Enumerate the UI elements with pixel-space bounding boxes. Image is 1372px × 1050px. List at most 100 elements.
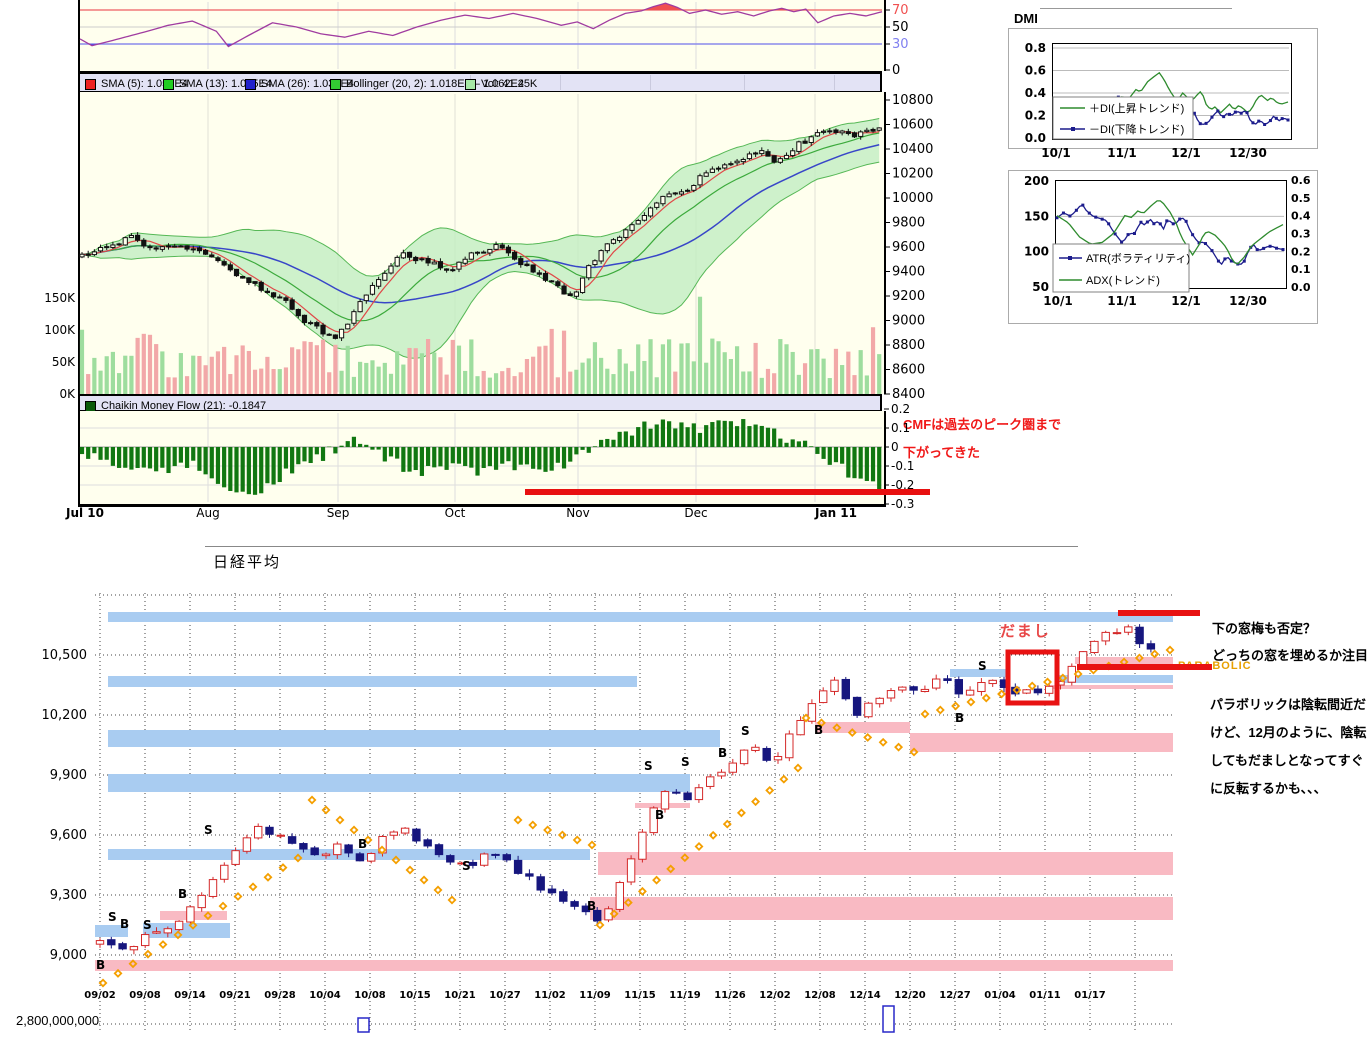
candle-body: [638, 831, 647, 860]
signal-label: B: [955, 711, 964, 725]
price-tick-label: 9000: [892, 314, 925, 329]
candle-body: [943, 678, 952, 681]
candle-body: [604, 908, 613, 921]
sar-dot-icon: [801, 713, 811, 723]
rising-window-band: [95, 925, 128, 937]
sar-dot-icon: [447, 895, 457, 905]
price-tick-label: 8600: [892, 363, 925, 378]
sar-dot-icon: [1012, 685, 1022, 695]
candle-body: [977, 682, 986, 693]
cmf-panel: [78, 411, 886, 507]
sar-dot-icon: [528, 820, 538, 830]
candle-body: [807, 703, 817, 722]
cmf-annotation-line1: CMFは過去のピーク圏まで: [903, 417, 1062, 432]
rising-window-band: [1057, 675, 1173, 683]
sar-dot-icon: [909, 747, 919, 757]
candle-body: [1112, 632, 1122, 635]
sar-dot-icon: [722, 819, 732, 829]
legend-divider: [650, 75, 651, 90]
price-tick-label: 9800: [892, 216, 925, 231]
candle-body: [841, 678, 850, 700]
candle-body: [491, 853, 500, 856]
sar-dot-icon: [637, 886, 647, 896]
cmf-annotation-line2: 下がってきた: [903, 445, 980, 460]
candle-body: [525, 873, 534, 877]
date-axis-label: Jul 10: [65, 506, 104, 520]
volume-axis-label: 2,800,000,000: [16, 1013, 100, 1028]
candle-body: [333, 843, 342, 856]
sar-dot-icon: [1165, 645, 1175, 655]
lower-chart-title: 日経平均: [213, 554, 282, 571]
cmf-legend-label: Chaikin Money Flow (21): -0.1847: [101, 400, 267, 412]
candle-body: [118, 943, 127, 950]
signal-label: B: [178, 887, 187, 901]
candle-body: [502, 854, 512, 861]
date-axis-label: 01/04: [984, 990, 1016, 1001]
signal-label: S: [644, 759, 653, 773]
sar-dot-icon: [816, 718, 826, 728]
sar-dot-icon: [1088, 665, 1098, 675]
candle-body: [1124, 626, 1133, 633]
legend-label: Vol: 41.25K: [481, 78, 538, 90]
falling-window-band: [1075, 657, 1173, 664]
candle-body: [920, 688, 930, 693]
candle-body: [231, 850, 240, 865]
candle-body: [1135, 626, 1144, 645]
frame-line: [1040, 8, 1232, 9]
date-axis-label: 10/08: [354, 990, 386, 1001]
sar-dot-icon: [847, 728, 857, 738]
price-tick-label: 10400: [892, 142, 933, 157]
date-axis-label: 11/09: [579, 990, 611, 1001]
sar-dot-icon: [391, 855, 401, 865]
date-axis-label: Aug: [196, 506, 219, 520]
candle-body: [95, 940, 105, 945]
legend-swatch-icon: [163, 78, 174, 90]
sar-dot-icon: [666, 864, 676, 874]
candle-body: [220, 864, 229, 880]
sar-dot-icon: [293, 853, 303, 863]
window-red-marker-line: [1118, 610, 1200, 616]
candle-body: [513, 859, 523, 874]
sar-dot-icon: [1134, 653, 1144, 663]
price-tick-label: 9400: [892, 265, 925, 280]
candle-body: [830, 679, 839, 692]
candle-body: [1033, 688, 1043, 694]
signal-label: S: [108, 910, 117, 924]
candle-body: [615, 882, 624, 910]
price-tick-label: 10600: [892, 118, 933, 133]
candle-body: [683, 792, 692, 801]
rising-window-band: [108, 849, 590, 860]
price-tick-label: 8800: [892, 338, 925, 353]
candle-body: [186, 906, 195, 923]
sar-dot-icon: [878, 737, 888, 747]
atr-plot-area: [1055, 180, 1287, 289]
candle-body: [988, 679, 997, 685]
candle-body: [1101, 631, 1110, 642]
volume-bar-fragment: [882, 1005, 895, 1033]
cmf-swatch-icon: [85, 400, 96, 412]
section-divider: [205, 546, 1078, 547]
date-axis-label: 09/08: [129, 990, 161, 1001]
date-axis-label: 09/14: [174, 990, 206, 1001]
rsi-panel: [78, 0, 886, 71]
candle-body: [593, 909, 602, 922]
signal-label: B: [96, 958, 105, 972]
candle-body: [694, 787, 704, 801]
signal-label: S: [681, 755, 690, 769]
candle-body: [378, 835, 387, 854]
sar-dot-icon: [981, 693, 991, 703]
sar-dot-icon: [173, 930, 183, 940]
price-tick-label: 10800: [892, 93, 933, 108]
date-axis-label: 11/26: [714, 990, 746, 1001]
candle-body: [570, 901, 579, 907]
date-axis-label: 10/04: [309, 990, 341, 1001]
indicator-legend-bar: SMA (5): 1.052E4 SMA (13): 1.045E4 SMA (26…: [78, 71, 882, 92]
price-tick-label: 9,900: [50, 768, 87, 783]
candle-body: [886, 690, 896, 699]
price-tick-label: 10000: [892, 191, 933, 206]
sar-dot-icon: [863, 732, 873, 742]
candle-body: [423, 839, 432, 847]
cmf-legend-bar: Chaikin Money Flow (21): -0.1847: [78, 394, 882, 412]
legend-swatch-icon: [85, 78, 96, 90]
